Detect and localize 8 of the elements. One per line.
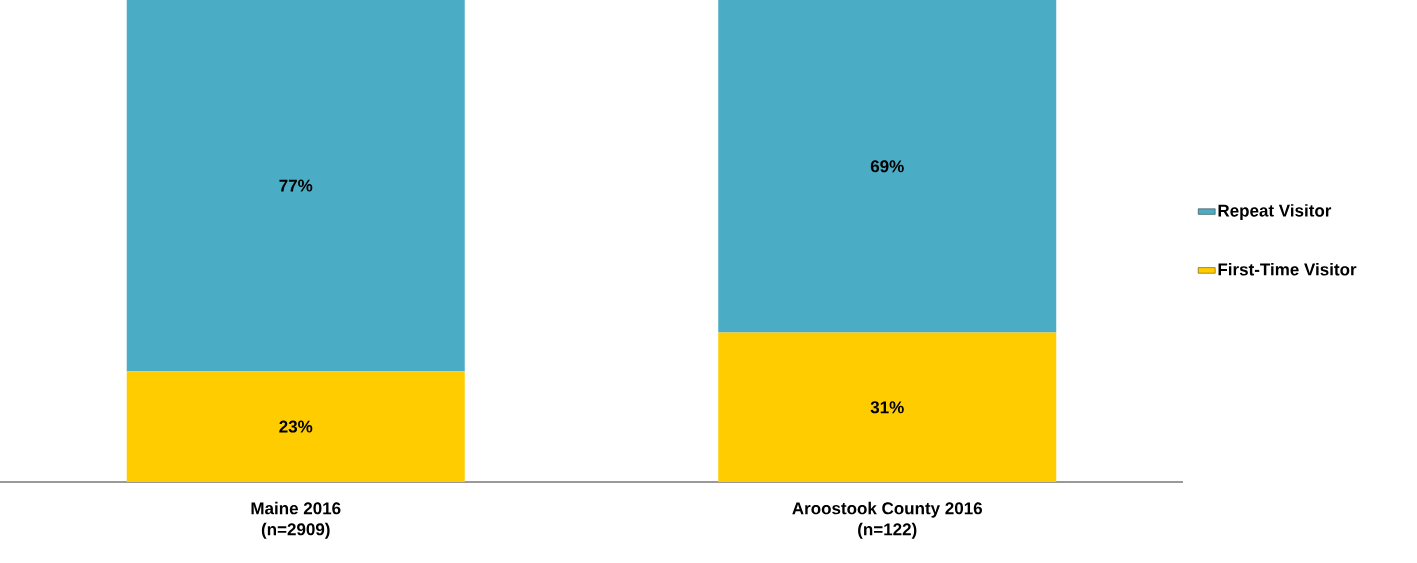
- data-label: 31%: [870, 401, 904, 414]
- legend-label: Repeat Visitor: [1218, 204, 1332, 220]
- data-label: 23%: [279, 420, 313, 433]
- x-tick-label: Maine 2016 (n=2909): [251, 501, 341, 539]
- data-label: 69%: [870, 160, 904, 173]
- legend-label: First-Time Visitor: [1218, 262, 1357, 276]
- data-label: 77%: [279, 179, 313, 192]
- x-tick-label: Aroostook County 2016 (n=122): [792, 501, 983, 539]
